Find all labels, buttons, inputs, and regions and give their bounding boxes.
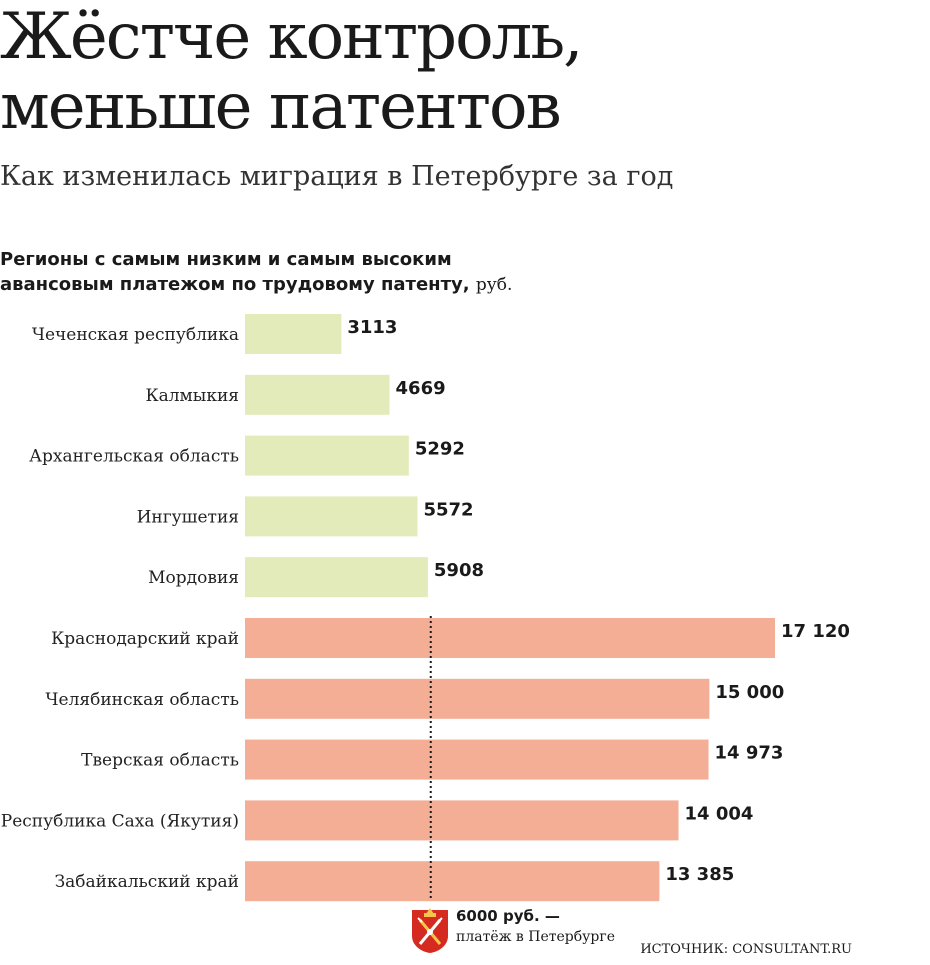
bar-10 [245, 861, 660, 902]
value-label: 17 120 [781, 621, 850, 642]
category-label: Краснодарский край [51, 629, 239, 649]
reference-description: платёж в Петербурге [456, 929, 615, 945]
bar-8 [245, 739, 709, 780]
category-label: Чеченская республика [32, 325, 239, 345]
title-line-2: меньше патентов [0, 70, 562, 144]
bar-chart: Чеченская республика 3113 Калмыкия 4669 Арха… [1, 314, 850, 902]
bar-3 [245, 435, 409, 476]
page-title: Жёстче контроль, меньше патентов [0, 2, 920, 142]
chart-heading-line-1: Регионы с самым низким и самым высоким [0, 249, 452, 270]
value-label: 5908 [434, 560, 484, 581]
value-label: 14 004 [685, 803, 754, 824]
spb-coat-of-arms-icon [412, 908, 448, 953]
bar-7 [245, 678, 710, 719]
title-line-1: Жёстче контроль, [0, 0, 583, 74]
bar-5 [245, 557, 428, 598]
value-label: 5292 [415, 439, 465, 460]
bar-9 [245, 800, 679, 841]
bar-2 [245, 374, 390, 415]
page-subtitle: Как изменилась миграция в Петербурге за … [0, 161, 674, 192]
value-label: 13 385 [665, 864, 734, 885]
value-label: 3113 [347, 317, 397, 338]
reference-value: 6000 руб. — [456, 907, 560, 925]
bar-1 [245, 314, 342, 354]
category-label: Ингушетия [137, 507, 239, 527]
chart-heading-line-2: авансовым платежом по трудовому патенту, [0, 274, 470, 295]
category-label: Республика Саха (Якутия) [1, 811, 239, 831]
bar-4 [245, 496, 418, 537]
category-label: Мордовия [148, 568, 239, 588]
value-label: 14 973 [715, 743, 784, 764]
source-credit: ИСТОЧНИК: CONSULTANT.RU [640, 942, 852, 957]
chart-unit-label: руб. [475, 275, 513, 295]
value-label: 5572 [423, 499, 473, 520]
reference-note: 6000 руб. — платёж в Петербурге [410, 906, 615, 954]
category-label: Калмыкия [145, 386, 239, 406]
bar-6 [245, 618, 775, 658]
chart-heading: Регионы с самым низким и самым высоким а… [0, 247, 700, 298]
reference-text: 6000 руб. — платёж в Петербурге [456, 906, 615, 947]
value-label: 15 000 [715, 682, 784, 703]
category-label: Челябинская область [45, 690, 239, 710]
value-label: 4669 [396, 378, 446, 399]
category-label: Тверская область [81, 751, 239, 771]
category-label: Забайкальский край [55, 872, 239, 892]
category-label: Архангельская область [29, 447, 239, 467]
